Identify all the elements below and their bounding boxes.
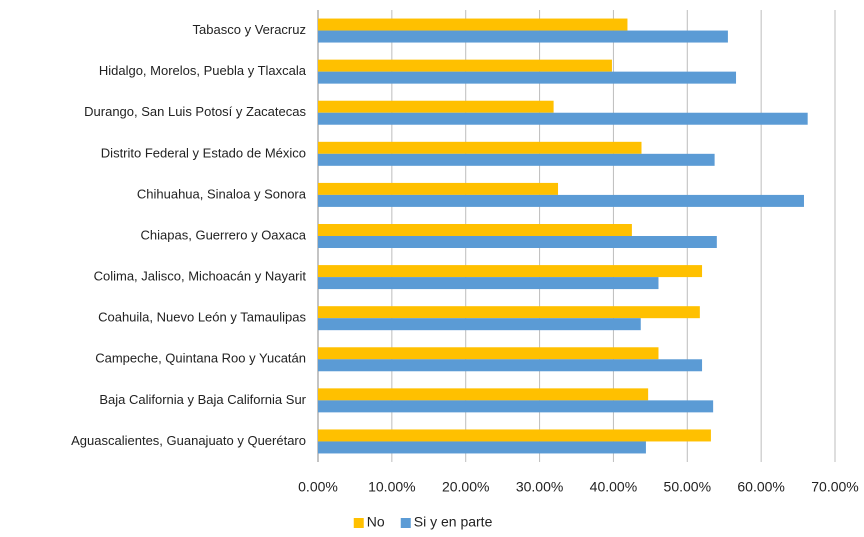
- x-tick-label: 0.00%: [298, 479, 338, 495]
- y-tick-label: Campeche, Quintana Roo y Yucatán: [95, 351, 306, 366]
- bar: [318, 71, 737, 84]
- bar: [318, 318, 641, 331]
- y-tick-label: Aguascalientes, Guanajuato y Querétaro: [71, 433, 306, 448]
- legend-label: Si y en parte: [414, 514, 493, 530]
- bar: [318, 141, 642, 154]
- x-tick-label: 70.00%: [811, 479, 858, 495]
- bar: [318, 277, 659, 290]
- y-tick-label: Chiapas, Guerrero y Oaxaca: [141, 227, 307, 242]
- bar: [318, 429, 711, 442]
- y-tick-label: Distrito Federal y Estado de México: [101, 145, 306, 160]
- y-tick-label: Coahuila, Nuevo León y Tamaulipas: [98, 310, 306, 325]
- bar: [318, 359, 703, 372]
- y-tick-label: Tabasco y Veracruz: [193, 22, 306, 37]
- bar: [318, 388, 649, 401]
- legend-swatch: [353, 518, 364, 528]
- x-tick-label: 20.00%: [442, 479, 489, 495]
- y-tick-label: Baja California y Baja California Sur: [99, 392, 306, 407]
- bar: [318, 224, 632, 236]
- bar: [318, 265, 703, 278]
- y-tick-label: Colima, Jalisco, Michoacán y Nayarit: [94, 269, 307, 284]
- legend-label: No: [367, 514, 385, 530]
- bar: [318, 441, 646, 454]
- x-tick-label: 60.00%: [737, 479, 784, 495]
- bar: [318, 30, 728, 43]
- bar: [318, 18, 628, 31]
- bar: [318, 182, 559, 195]
- y-tick-label: Chihuahua, Sinaloa y Sonora: [137, 186, 307, 201]
- bar: [318, 306, 700, 319]
- bar: [318, 347, 659, 360]
- x-tick-label: 30.00%: [516, 479, 563, 495]
- legend-swatch: [400, 518, 411, 528]
- bar: [318, 194, 804, 207]
- bar: [318, 153, 715, 166]
- y-tick-label: Durango, San Luis Potosí y Zacatecas: [84, 104, 306, 119]
- bar: [318, 400, 714, 413]
- x-tick-label: 40.00%: [590, 479, 637, 495]
- bar: [318, 112, 808, 125]
- bar: [318, 236, 717, 248]
- x-tick-label: 50.00%: [664, 479, 711, 495]
- y-tick-label: Hidalgo, Morelos, Puebla y Tlaxcala: [99, 63, 307, 78]
- x-tick-label: 10.00%: [368, 479, 415, 495]
- bar: [318, 59, 612, 72]
- bar: [318, 100, 554, 113]
